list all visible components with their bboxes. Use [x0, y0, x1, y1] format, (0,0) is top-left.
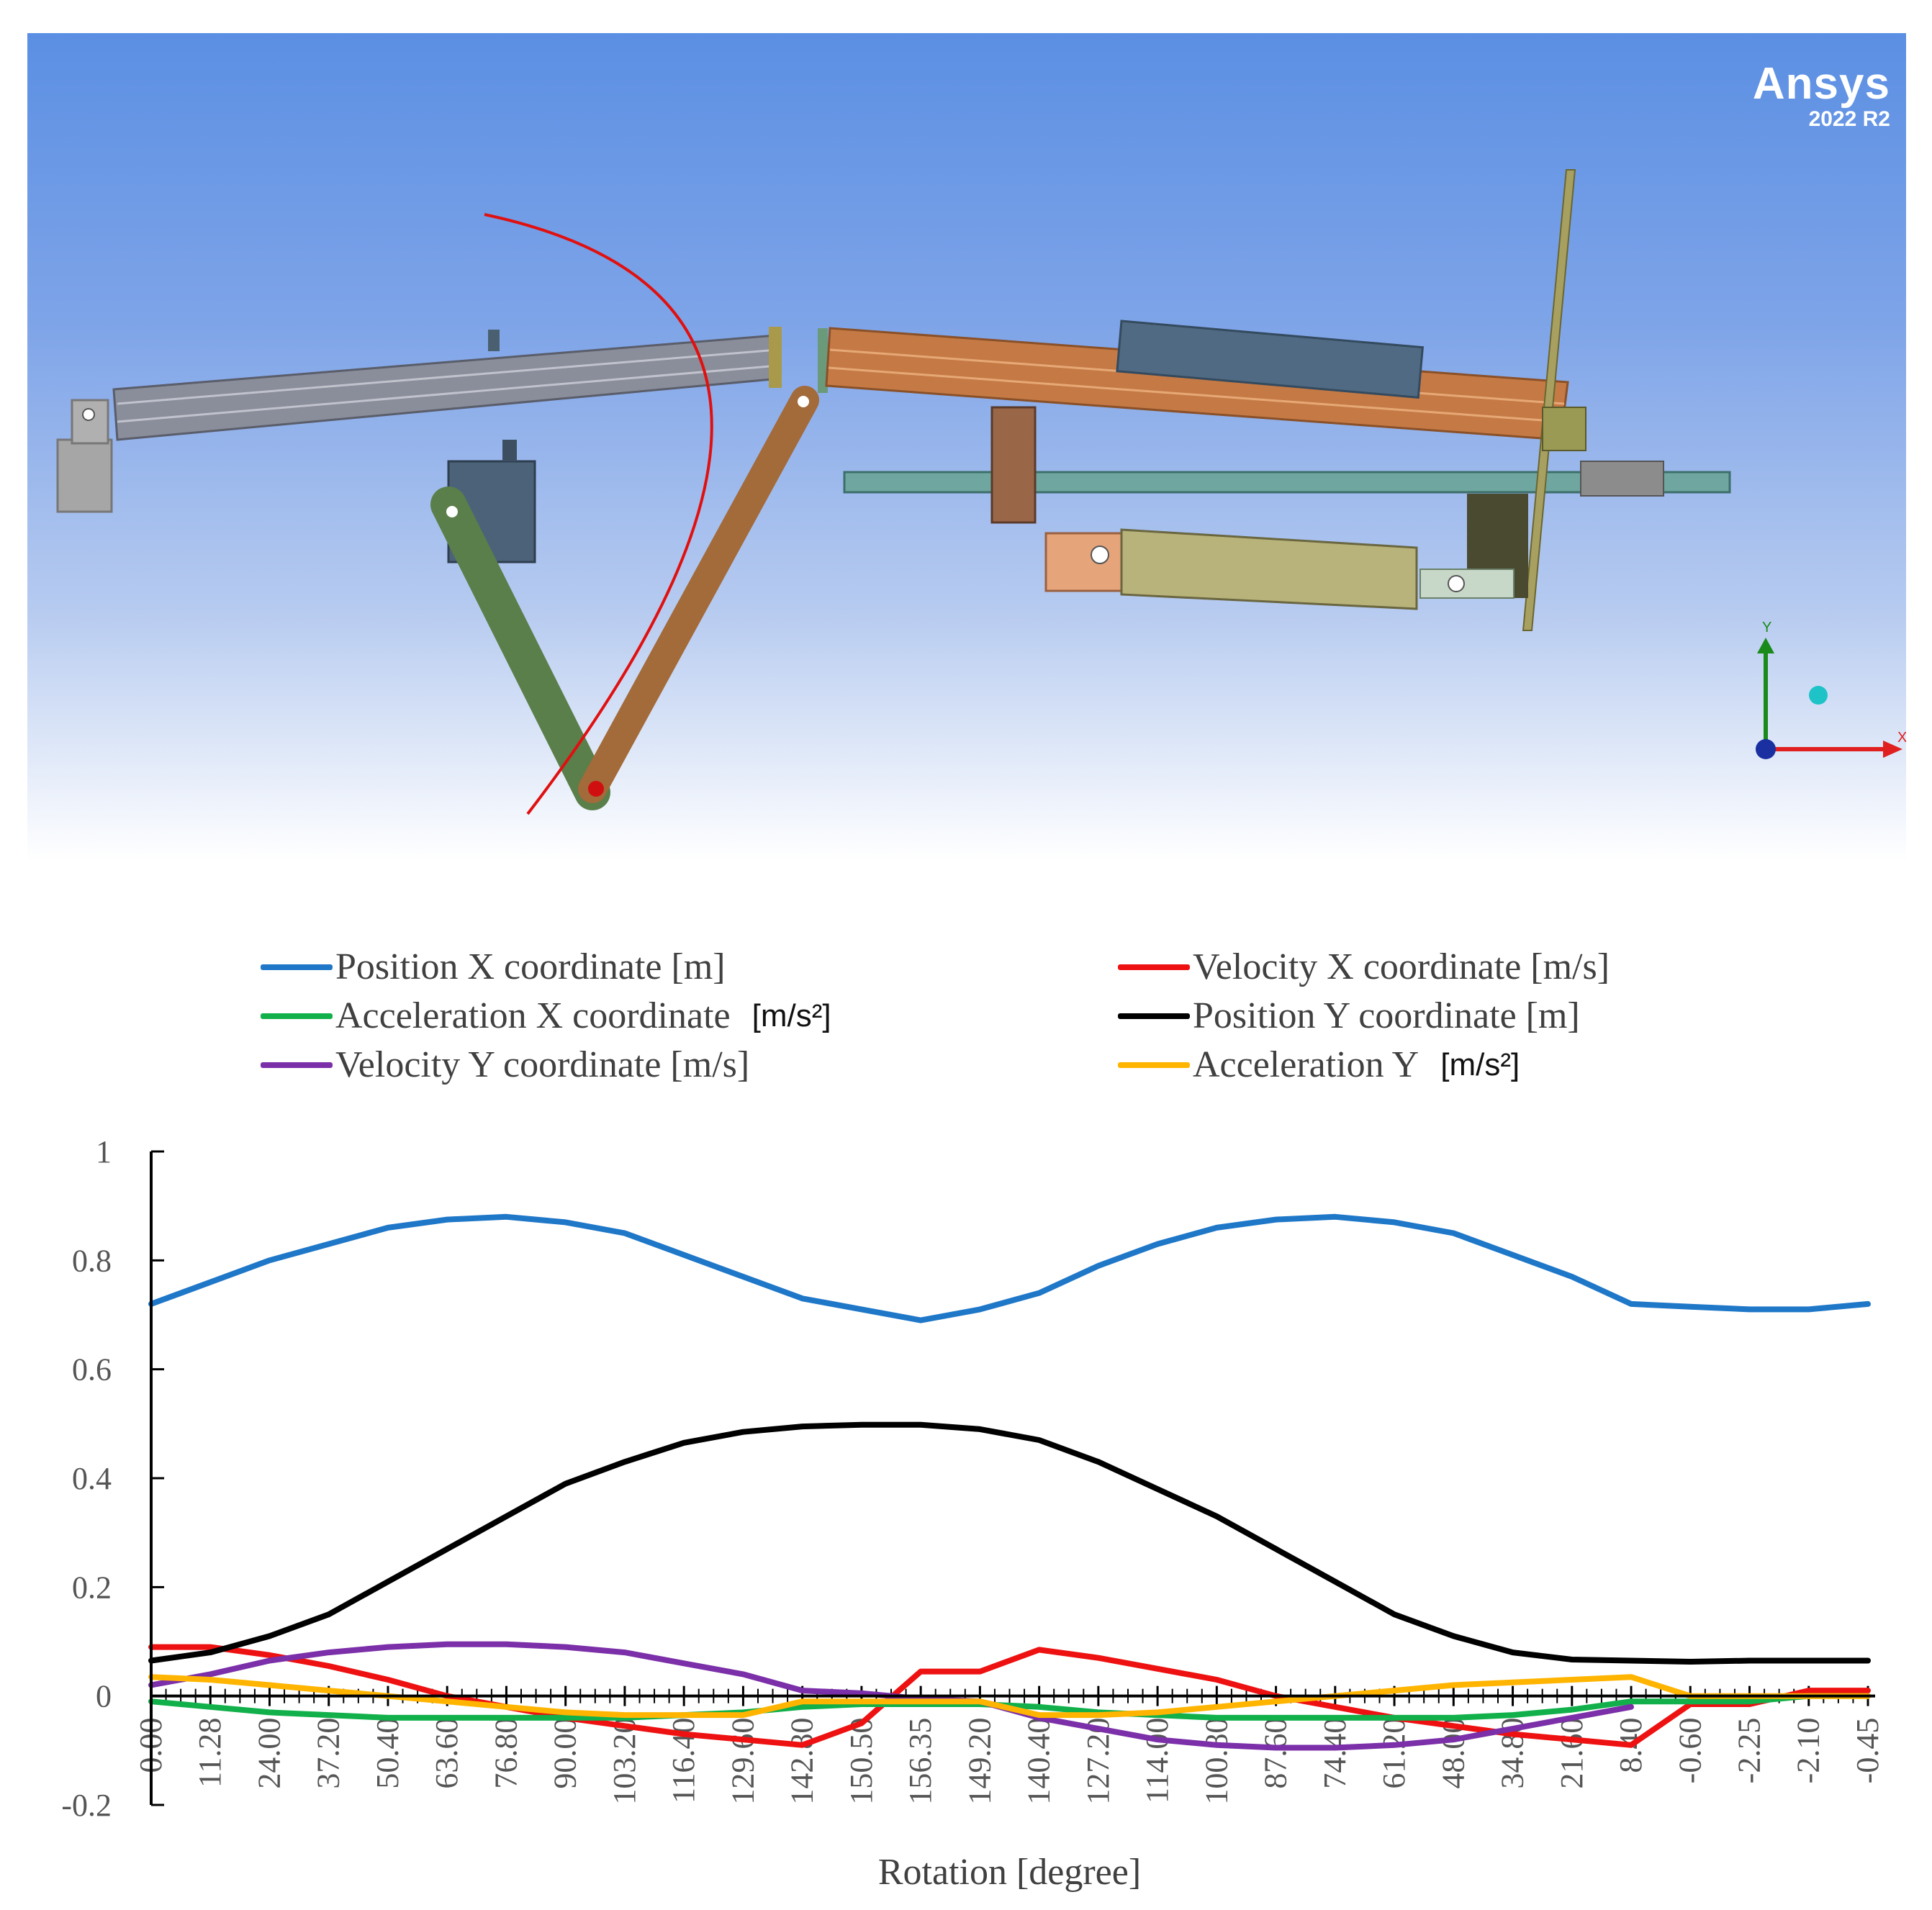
- series-line: [148, 1213, 1871, 1323]
- x-tick-label: 11.28: [192, 1718, 227, 1788]
- y-axis-ticks: 1 0.8 0.6 0.4 0.2 0 -0.2: [61, 1134, 164, 1823]
- left-bracket-hole: [82, 408, 95, 421]
- rod-end-hole: [1448, 575, 1465, 592]
- triad-y-arrow: [1757, 638, 1774, 653]
- legend-item-velocity-x: Velocity X coordinate [m/s]: [1118, 946, 1631, 988]
- legend-label: Velocity Y coordinate [m/s]: [335, 1044, 750, 1085]
- legend-label: Acceleration X coordinate: [335, 995, 731, 1036]
- cylinder-clevis-hole: [1091, 546, 1109, 564]
- legend-swatch: [261, 1013, 333, 1019]
- model-viewport[interactable]: Y X Ansys 2022 R2: [27, 33, 1906, 861]
- line-chart: 10.80.60.40.20-0.2 0.00 11.28 24.00 37.20 50…: [61, 1134, 1885, 1893]
- left-bracket-eye: [71, 399, 109, 445]
- right-beam-rib: [828, 366, 1563, 423]
- x-tick-label: 61.20: [1376, 1718, 1412, 1789]
- y-tick-label: 0.4: [72, 1461, 112, 1496]
- x-tick-label: 149.20: [962, 1718, 997, 1805]
- x-tick-label: 140.40: [1021, 1718, 1057, 1805]
- upper-actuator: [1116, 320, 1425, 399]
- trajectory-arc: [484, 213, 713, 815]
- beam-tab: [488, 330, 500, 351]
- legend-item-acceleration-x: Acceleration X coordinate [m/s²]: [261, 995, 831, 1037]
- left-bracket: [56, 438, 113, 513]
- green-link-pivot: [446, 506, 458, 517]
- left-beam-rib: [117, 364, 779, 423]
- left-beam: [112, 334, 781, 441]
- brand-version: 2022 R2: [1808, 107, 1890, 131]
- x-tick-label: -2.10: [1791, 1718, 1826, 1784]
- y-tick-label: -0.2: [61, 1788, 112, 1823]
- tracked-point: [588, 781, 604, 797]
- cylinder-mount: [990, 406, 1037, 524]
- cylinder-rod-end: [1419, 569, 1515, 599]
- x-tick-label: 150.50: [844, 1718, 879, 1805]
- legend-swatch: [261, 964, 333, 970]
- legend-swatch: [1118, 964, 1190, 970]
- rail-slider: [1580, 461, 1664, 497]
- x-tick-label: 142.80: [785, 1718, 820, 1805]
- triad-y-label: Y: [1762, 620, 1771, 635]
- brown-link-pivot: [798, 396, 809, 407]
- legend-swatch: [1118, 1062, 1190, 1068]
- right-beam-endcap: [818, 328, 828, 393]
- x-tick-label: 90.00: [548, 1718, 583, 1789]
- legend-unit: [m/s²]: [1440, 1046, 1520, 1082]
- triad-x-arrow: [1883, 741, 1902, 758]
- legend-item-velocity-y: Velocity Y coordinate [m/s]: [261, 1044, 771, 1086]
- lower-cylinder: [1120, 528, 1418, 610]
- y-tick-label: 0: [96, 1679, 112, 1714]
- mechanism-model: Y X: [56, 169, 1906, 815]
- ansys-brand: Ansys 2022 R2: [1753, 62, 1890, 132]
- triad-x-label: X: [1897, 730, 1906, 746]
- x-tick-label: -0.60: [1672, 1718, 1707, 1784]
- legend-item-acceleration-y: Acceleration Y [m/s²]: [1118, 1044, 1520, 1086]
- legend-label: Velocity X coordinate [m/s]: [1193, 946, 1610, 987]
- chart-legend: Position X coordinate [m] Velocity X coo…: [0, 936, 1932, 1101]
- x-tick-label: 100.80: [1199, 1718, 1234, 1805]
- legend-swatch: [261, 1062, 333, 1068]
- legend-item-position-x: Position X coordinate [m]: [261, 946, 747, 988]
- x-tick-label: 50.40: [370, 1718, 405, 1789]
- green-link: [430, 486, 610, 810]
- brown-link: [578, 386, 819, 803]
- x-tick-label: 76.80: [488, 1718, 523, 1789]
- series-layer: [148, 1213, 1871, 1751]
- triad-iso-ball: [1809, 686, 1828, 705]
- vertical-plate: [1522, 169, 1576, 631]
- cylinder-clevis: [1044, 532, 1127, 592]
- brand-name: Ansys: [1752, 59, 1890, 109]
- x-axis-title: Rotation [degree]: [878, 1852, 1141, 1893]
- left-beam-rib: [117, 348, 778, 405]
- x-tick-label: 24.00: [251, 1718, 286, 1789]
- series-line: [148, 1421, 1871, 1665]
- x-tick-label: 114.00: [1139, 1718, 1175, 1803]
- x-tick-label: 63.60: [429, 1718, 464, 1789]
- x-tick-label: 37.20: [311, 1718, 346, 1789]
- x-tick-label: -2.25: [1732, 1718, 1767, 1784]
- series-line: [148, 1644, 1871, 1748]
- legend-swatch: [1118, 1013, 1190, 1019]
- legend-item-position-y: Position Y coordinate [m]: [1118, 995, 1602, 1037]
- motor-shaft: [502, 440, 517, 461]
- x-tick-label: 129.60: [725, 1718, 760, 1805]
- y-tick-label: 0.8: [72, 1243, 112, 1278]
- x-tick-label: 74.40: [1317, 1718, 1353, 1789]
- x-tick-label: 156.35: [903, 1718, 938, 1805]
- legend-label: Position X coordinate [m]: [335, 946, 726, 987]
- legend-label: Position Y coordinate [m]: [1193, 995, 1580, 1036]
- left-beam-endcap: [769, 327, 782, 388]
- x-tick-label: 87.60: [1258, 1718, 1294, 1789]
- x-tick-label: 103.20: [607, 1718, 642, 1805]
- plate-clamp: [1542, 407, 1586, 451]
- y-tick-label: 1: [96, 1134, 112, 1169]
- triad-origin: [1756, 739, 1776, 759]
- x-tick-label: -0.45: [1850, 1718, 1885, 1784]
- legend-label: Acceleration Y: [1193, 1044, 1419, 1085]
- y-tick-label: 0.6: [72, 1352, 112, 1388]
- y-tick-label: 0.2: [72, 1570, 112, 1605]
- series-line: [148, 1674, 1871, 1719]
- legend-unit: [m/s²]: [751, 997, 831, 1033]
- x-tick-label: 21.60: [1554, 1718, 1589, 1789]
